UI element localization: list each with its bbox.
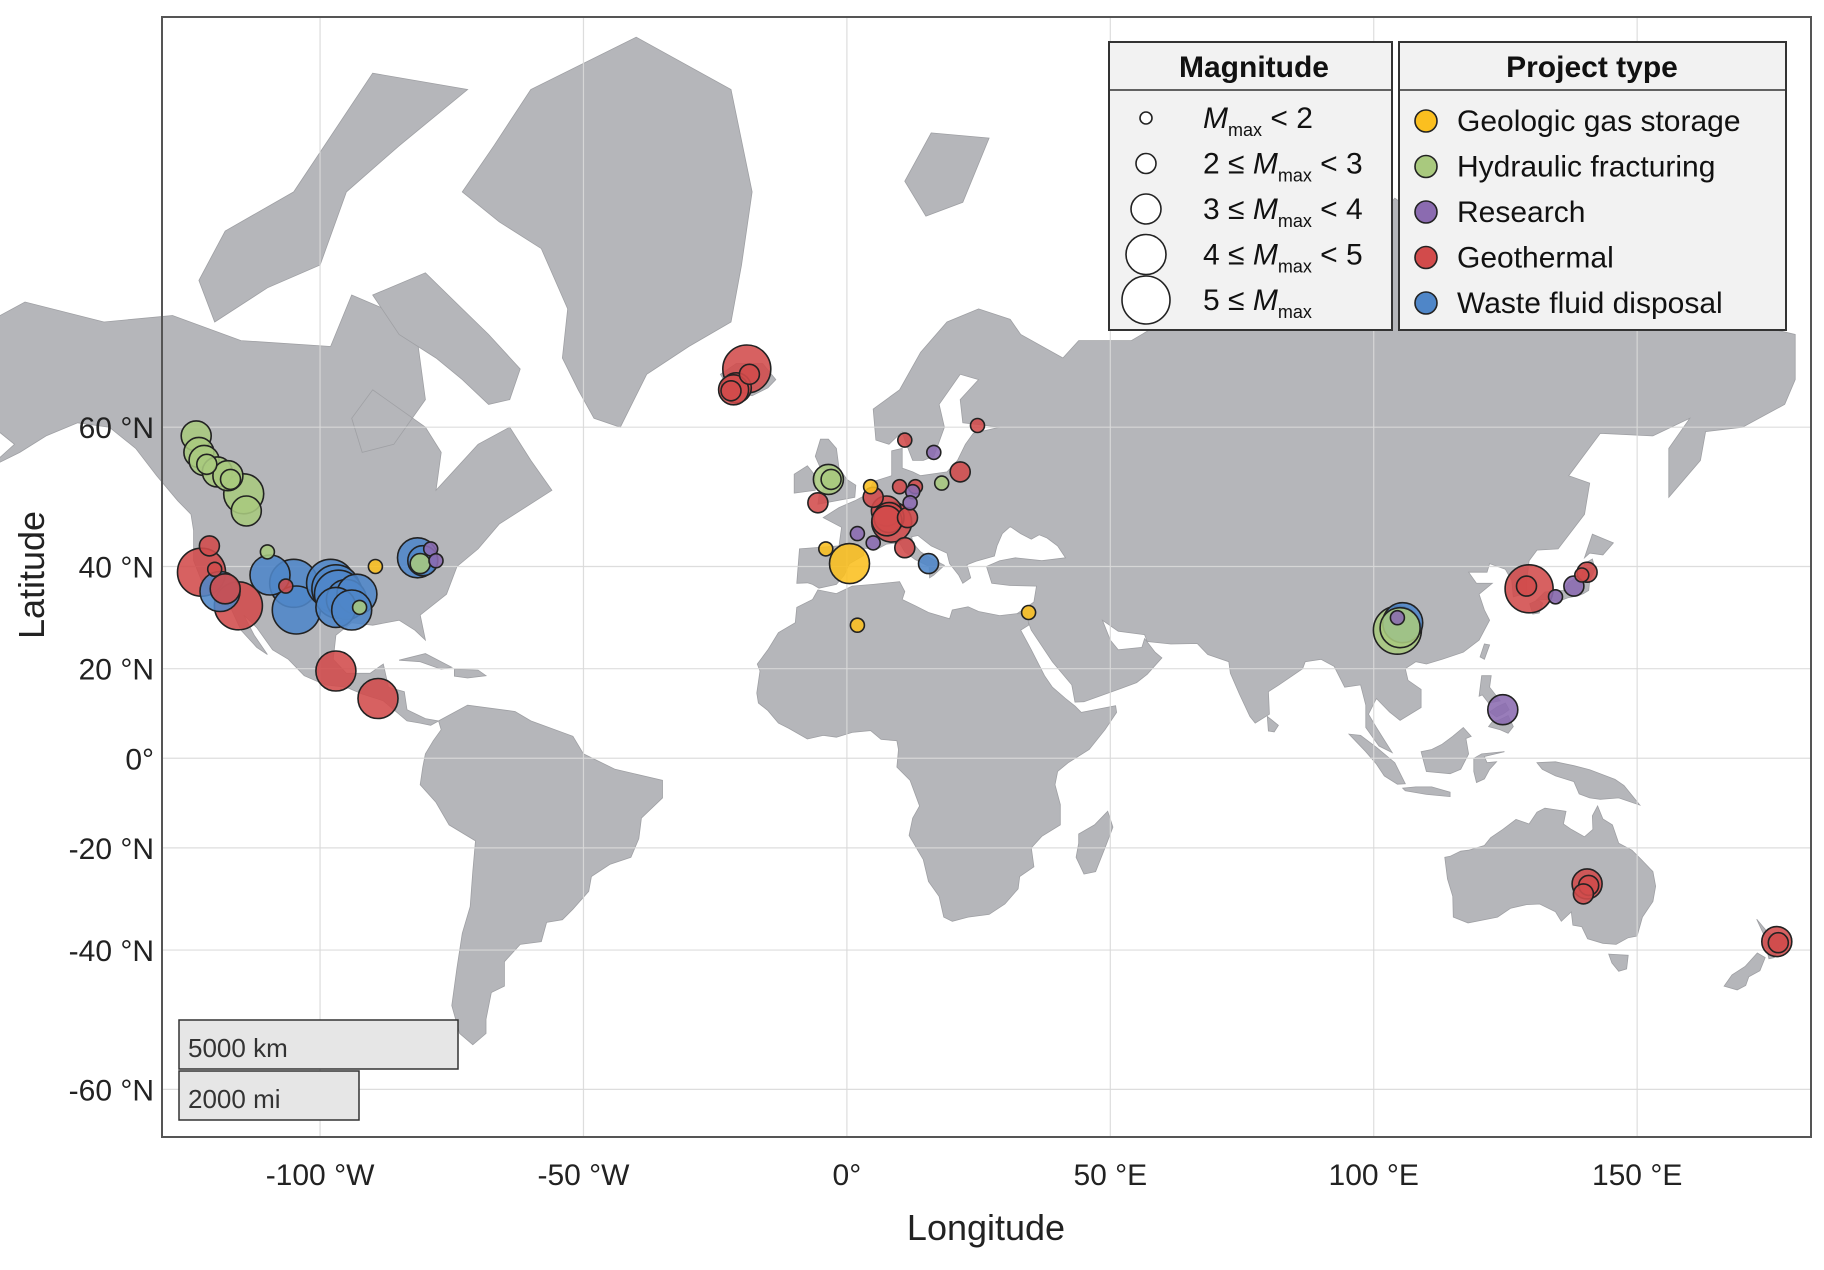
x-tick-label: 50 °E: [1073, 1159, 1147, 1192]
project-point-geo: [1574, 567, 1590, 583]
magnitude-legend-label: 2 ≤ Mmax < 3: [1203, 148, 1363, 186]
project-point-frack: [259, 544, 276, 560]
magnitude-legend-label: 5 ≤ Mmax: [1203, 284, 1312, 322]
project-point-frack: [820, 468, 842, 491]
project-type-legend-label: Geologic gas storage: [1457, 105, 1741, 138]
project-point-research: [1389, 609, 1406, 626]
magnitude-legend-marker: [1139, 111, 1153, 125]
x-tick-label: -50 °W: [537, 1159, 630, 1192]
project-point-research: [428, 552, 444, 569]
x-tick-labels: -100 °W -50 °W 0° 50 °E 100 °E 150 °E: [266, 1159, 1683, 1192]
project-point-geo: [315, 650, 357, 692]
y-tick-label: -20 °N: [69, 833, 154, 866]
project-point-geo: [209, 572, 241, 605]
project-type-legend-marker: [1414, 154, 1438, 179]
project-point-research: [925, 444, 942, 461]
magnitude-legend-marker: [1130, 193, 1162, 225]
project-type-legend-title: Project type: [1506, 51, 1678, 84]
project-point-geo: [357, 677, 399, 720]
project-point-gas: [862, 478, 879, 495]
y-tick-label: 60 °N: [79, 412, 154, 445]
project-type-legend-marker: [1414, 109, 1438, 133]
project-point-research: [849, 525, 866, 542]
project-type-legend-label: Waste fluid disposal: [1457, 287, 1723, 320]
project-type-legend-label: Research: [1457, 196, 1585, 229]
project-point-geo: [1515, 575, 1538, 597]
project-type-legend-marker: [1414, 200, 1438, 224]
project-point-geo: [949, 461, 972, 483]
x-tick-label: 100 °E: [1329, 1159, 1419, 1192]
magnitude-legend-title: Magnitude: [1179, 51, 1329, 84]
x-tick-label: -100 °W: [266, 1159, 375, 1192]
project-point-frack: [230, 495, 263, 527]
project-point-geo: [893, 536, 916, 559]
y-tick-label: 20 °N: [79, 654, 154, 687]
y-axis-label: Latitude: [11, 511, 52, 639]
project-point-gas: [828, 542, 871, 585]
magnitude-legend-marker: [1121, 275, 1171, 325]
project-type-legend-label: Hydraulic fracturing: [1457, 151, 1715, 184]
project-point-geo: [807, 491, 829, 514]
project-point-geo: [720, 379, 742, 402]
map-frame: [161, 16, 1812, 1138]
project-point-research: [865, 535, 882, 551]
project-point-gas: [1020, 604, 1037, 621]
magnitude-legend-marker: [1135, 152, 1157, 175]
magnitude-legend-label: 4 ≤ Mmax < 5: [1203, 239, 1363, 277]
project-point-gas: [849, 617, 866, 634]
project-point-research: [1547, 588, 1564, 605]
project-point-geo: [891, 478, 908, 495]
project-point-geo: [896, 506, 919, 529]
project-point-frack: [409, 552, 432, 575]
project-type-legend-marker: [1414, 291, 1438, 315]
project-point-research: [1487, 693, 1519, 726]
project-point-geo: [1767, 931, 1790, 954]
project-type-legend-label: Geothermal: [1457, 242, 1614, 275]
project-point-frack: [196, 453, 218, 476]
project-point-research: [902, 494, 918, 511]
magnitude-legend-marker: [1125, 233, 1167, 276]
project-point-geo: [206, 561, 223, 578]
project-point-geo: [198, 535, 221, 557]
y-tick-label: 0°: [125, 743, 154, 776]
project-point-geo: [1572, 883, 1595, 905]
project-type-legend-marker: [1414, 245, 1438, 270]
project-type-legend: Project type Geologic gas storage Hydraul…: [1398, 41, 1787, 331]
project-point-frack: [219, 468, 242, 491]
project-point-geo: [277, 578, 294, 594]
magnitude-legend-label: Mmax < 2: [1203, 102, 1313, 140]
project-point-frack: [933, 475, 950, 491]
project-point-frack: [351, 599, 368, 616]
x-tick-label: 0°: [833, 1159, 862, 1192]
magnitude-legend-label: 3 ≤ Mmax < 4: [1203, 193, 1363, 231]
scale-bar-km-label: 5000 km: [188, 1033, 288, 1063]
seismic-project-points: [176, 344, 1793, 958]
project-point-waste: [917, 552, 940, 575]
project-type-legend-items: Geologic gas storage Hydraulic fracturing…: [1414, 105, 1741, 320]
x-tick-label: 150 °E: [1592, 1159, 1682, 1192]
x-axis-label: Longitude: [907, 1207, 1065, 1248]
scale-bar-mi-label: 2000 mi: [188, 1084, 281, 1114]
grid-lines: [162, 17, 1811, 1137]
y-tick-labels: 60 °N 40 °N 20 °N 0° -20 °N -40 °N -60 °N: [69, 412, 154, 1107]
project-point-gas: [367, 558, 384, 575]
project-point-geo: [969, 417, 986, 434]
scale-bar: 5000 km 2000 mi: [178, 1019, 459, 1121]
project-point-geo: [738, 363, 761, 386]
magnitude-legend: Magnitude Mmax < 2 2 ≤ Mmax < 3 3 ≤ Mmax <…: [1108, 41, 1393, 331]
project-point-geo: [896, 432, 913, 448]
y-tick-label: -40 °N: [69, 935, 154, 968]
y-tick-label: 40 °N: [79, 551, 154, 584]
y-tick-label: -60 °N: [69, 1074, 154, 1107]
project-point-gas: [817, 541, 834, 557]
magnitude-legend-items: Mmax < 2 2 ≤ Mmax < 3 3 ≤ Mmax < 4 4 ≤ Mmax…: [1121, 102, 1363, 325]
